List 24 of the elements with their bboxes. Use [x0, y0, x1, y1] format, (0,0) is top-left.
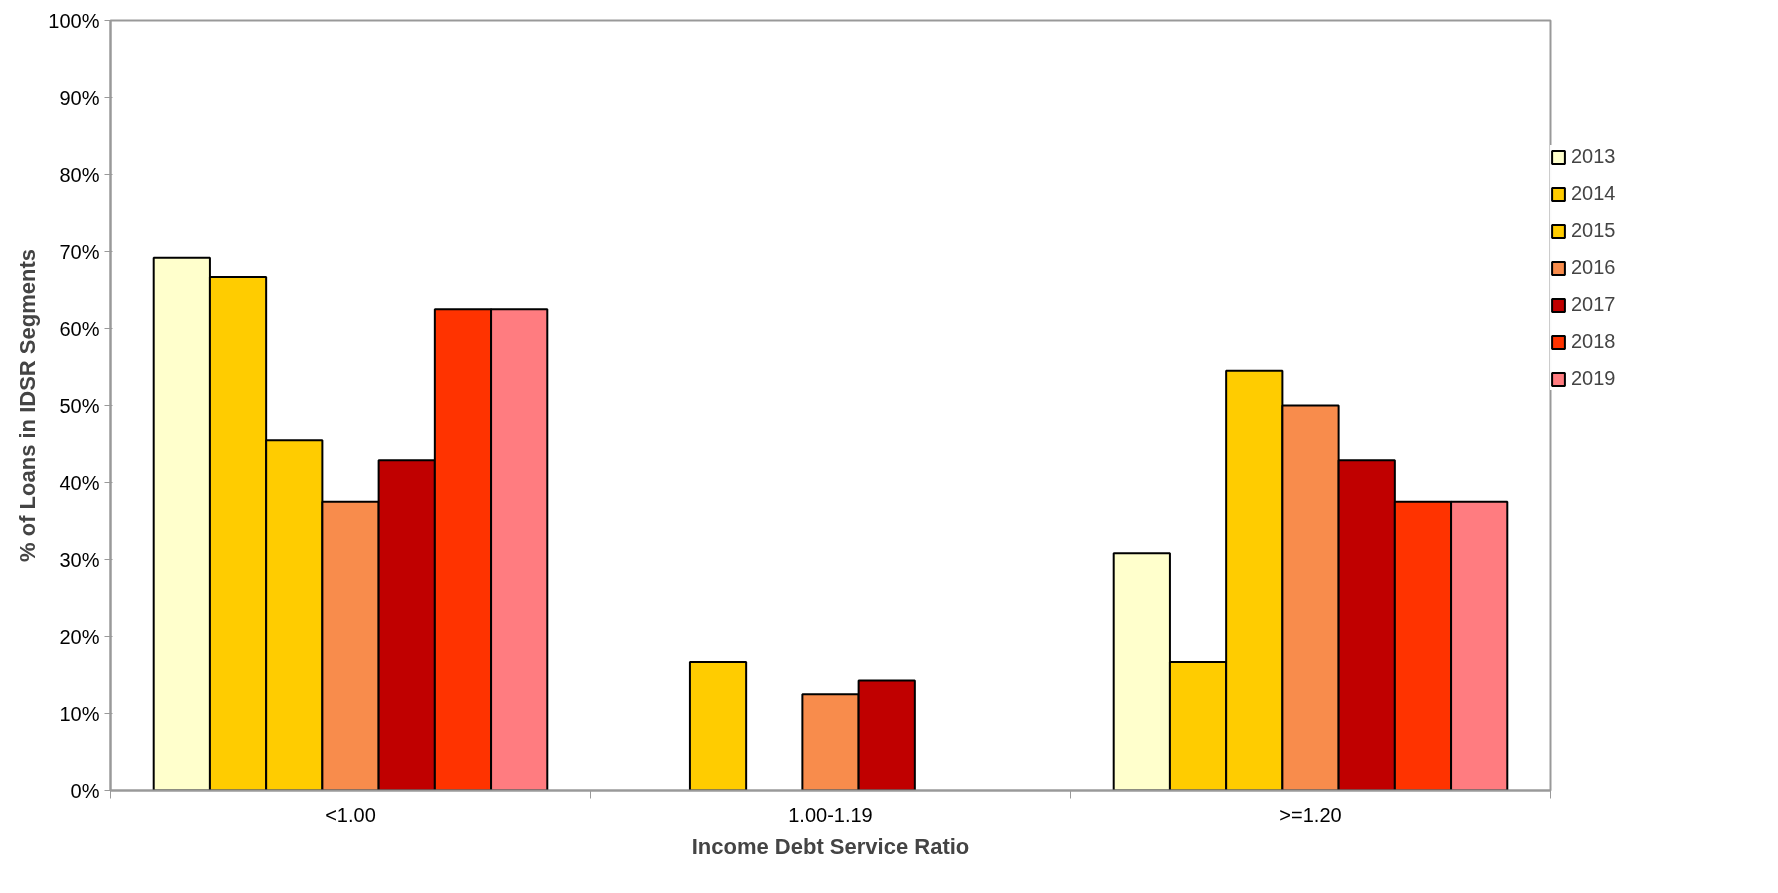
x-tick-label: >=1.20 [1279, 803, 1342, 826]
y-axis-title: % of Loans in IDSR Segments [15, 249, 41, 562]
legend-label: 2017 [1571, 293, 1616, 316]
y-tick-label: 30% [59, 548, 100, 571]
bar [688, 660, 748, 791]
y-tick-label: 60% [59, 317, 100, 340]
y-tick-label: 50% [59, 394, 100, 417]
y-tick-label: 20% [59, 625, 100, 648]
x-tick-label: 1.00-1.19 [788, 803, 873, 826]
legend-label: 2018 [1571, 330, 1616, 353]
y-tick-label: 40% [59, 471, 100, 494]
y-tick-label: 80% [59, 163, 100, 186]
legend-label: 2016 [1571, 256, 1616, 279]
y-tick-label: 100% [48, 9, 100, 32]
legend-label: 2014 [1571, 182, 1616, 205]
y-tick-label: 0% [70, 779, 100, 802]
legend-label: 2015 [1571, 219, 1616, 242]
y-tick-label: 10% [59, 702, 100, 725]
y-tick-label: 70% [59, 240, 100, 263]
x-axis-title: Income Debt Service Ratio [691, 833, 970, 859]
x-tick-label: <1.00 [325, 803, 376, 826]
legend-label: 2019 [1571, 367, 1616, 390]
y-tick-label: 90% [59, 86, 100, 109]
legend-label: 2013 [1571, 145, 1616, 168]
